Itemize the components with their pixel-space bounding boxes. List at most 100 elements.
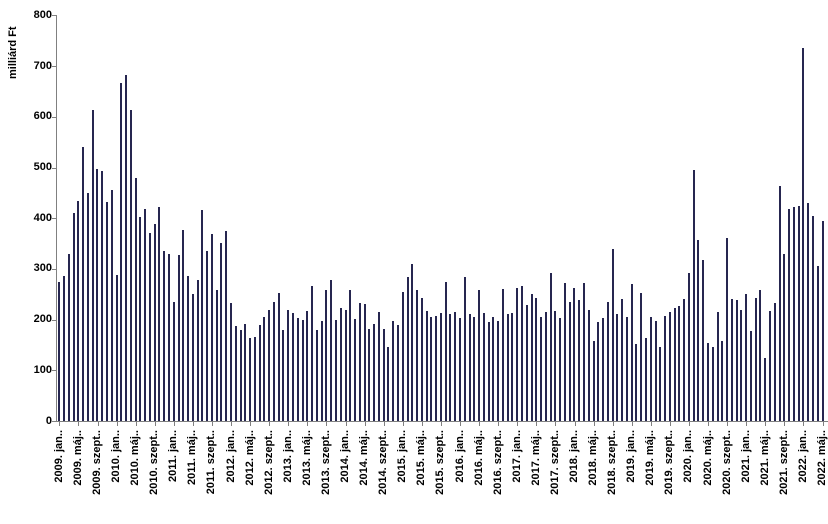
x-tick — [135, 422, 137, 426]
x-tick-label: 2013. máj.. — [300, 430, 313, 486]
bar — [673, 308, 676, 421]
bar — [463, 276, 466, 421]
x-tick-label: 2015. jan.. — [396, 430, 409, 483]
bar — [783, 253, 786, 421]
y-tick — [52, 66, 57, 68]
bar — [387, 347, 390, 421]
x-tick-label: 2012. máj.. — [243, 430, 256, 486]
bar — [645, 337, 647, 421]
x-tick — [631, 422, 633, 426]
x-tick-label: 2014. szept.. — [377, 430, 390, 495]
bar — [330, 279, 333, 421]
x-tick-label: 2021. szept.. — [777, 430, 790, 495]
bar — [792, 207, 795, 421]
x-tick — [59, 422, 61, 426]
bar — [344, 309, 347, 421]
bar — [129, 110, 132, 421]
bar — [816, 266, 819, 421]
x-tick-label: 2015. szept.. — [434, 430, 447, 495]
bar — [401, 292, 404, 421]
bar — [425, 310, 428, 421]
bar — [520, 286, 523, 421]
bar — [578, 299, 581, 421]
bar — [721, 340, 724, 421]
bar — [439, 313, 442, 421]
bar — [148, 233, 151, 421]
bar — [320, 321, 323, 421]
x-tick — [612, 422, 614, 426]
x-tick-label: 2014. máj.. — [358, 430, 371, 486]
bar — [354, 318, 357, 421]
bar — [606, 301, 609, 421]
x-tick — [116, 422, 118, 426]
bar — [420, 297, 423, 421]
bar — [754, 297, 757, 421]
y-tick-label: 300 — [33, 262, 52, 275]
bar — [740, 309, 743, 421]
bar — [711, 347, 714, 421]
x-tick — [555, 422, 557, 426]
x-tick — [803, 422, 805, 426]
bar — [683, 298, 686, 421]
bar — [764, 357, 767, 421]
bar — [86, 192, 89, 421]
x-tick — [650, 422, 652, 426]
bar — [125, 75, 128, 421]
bar — [540, 316, 543, 421]
bar — [640, 292, 643, 421]
bar — [563, 283, 566, 421]
x-tick-label: 2015. máj.. — [415, 430, 428, 486]
x-tick-label: 2021. máj.. — [758, 430, 771, 486]
bar — [382, 328, 385, 421]
y-tick — [52, 167, 57, 169]
bar — [449, 313, 452, 421]
x-tick-label: 2014. jan.. — [339, 430, 351, 483]
y-tick-label: 800 — [33, 8, 52, 21]
x-tick-label: 2022. jan.. — [796, 430, 809, 483]
bar — [96, 168, 99, 421]
bar — [587, 309, 590, 421]
x-tick-label: 2019. jan.. — [625, 430, 638, 483]
bar — [759, 289, 762, 421]
bar — [334, 319, 337, 421]
bar — [487, 322, 490, 421]
bar — [210, 233, 213, 421]
bar — [773, 302, 776, 421]
bar — [735, 300, 738, 421]
x-tick — [517, 422, 519, 426]
x-tick-label: 2018. máj.. — [587, 430, 599, 486]
bar — [726, 237, 729, 421]
bar — [120, 82, 123, 421]
x-tick-label: 2012. jan.. — [224, 430, 237, 483]
bar — [597, 322, 600, 421]
bar — [468, 313, 471, 421]
bar — [530, 293, 533, 421]
bar — [406, 277, 409, 421]
x-tick-label: 2017. jan.. — [510, 430, 523, 483]
x-tick — [574, 422, 576, 426]
y-tick-label: 700 — [33, 59, 52, 72]
bar — [301, 320, 304, 421]
bar — [497, 321, 500, 421]
x-tick — [669, 422, 671, 426]
x-tick-label: 2009. szept.. — [91, 430, 103, 495]
bar — [478, 289, 481, 421]
x-axis-line — [56, 421, 828, 422]
bar — [363, 304, 366, 421]
bar — [244, 323, 247, 421]
bar — [501, 288, 504, 421]
x-tick-label: 2011. máj.. — [186, 430, 199, 486]
bar — [191, 293, 194, 421]
bar — [91, 110, 94, 421]
x-tick-label: 2018. szept.. — [606, 430, 619, 495]
bar — [63, 276, 66, 421]
bar — [592, 340, 595, 421]
bar — [778, 186, 781, 421]
bar — [802, 48, 805, 421]
bar — [554, 310, 557, 421]
x-tick-label: 2019. máj.. — [644, 430, 657, 486]
bar — [239, 329, 242, 421]
bar — [196, 279, 199, 421]
bar — [411, 263, 414, 421]
x-tick — [269, 422, 271, 426]
